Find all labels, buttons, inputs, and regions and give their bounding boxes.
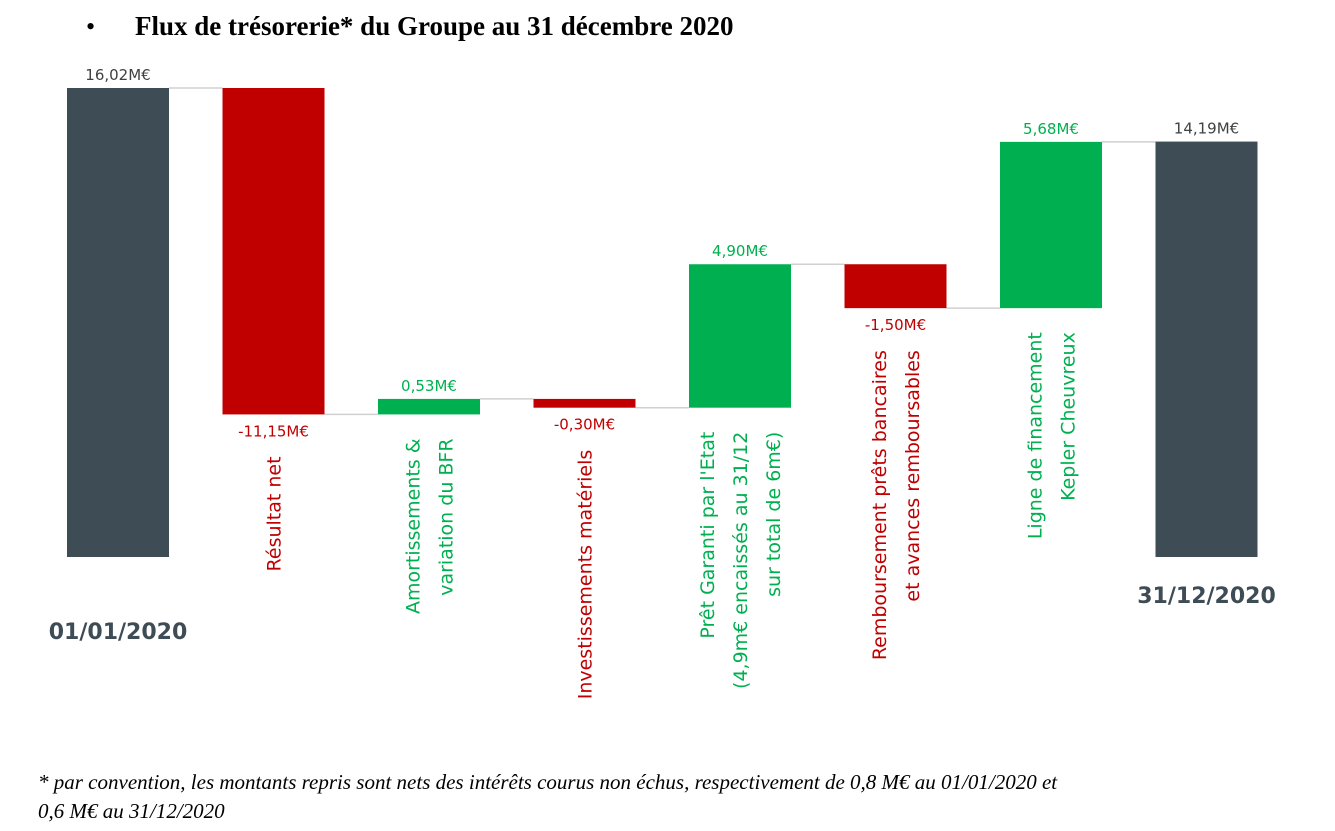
category-label: Résultat net (264, 456, 286, 571)
value-label: -1,50M€ (865, 316, 926, 334)
category-label: sur total de 6m€) (763, 432, 785, 597)
category-label: (4,9m€ encaissés au 31/12 (730, 432, 752, 689)
bar (844, 264, 947, 309)
bar (222, 88, 325, 415)
chart-title: Flux de trésorerie* du Groupe au 31 déce… (135, 11, 733, 41)
value-label: 5,68M€ (1023, 120, 1079, 138)
category-label: 31/12/2020 (1137, 584, 1276, 609)
footnote: * par convention, les montants repris so… (38, 770, 1058, 794)
category-label: Ligne de financement (1025, 332, 1047, 539)
value-label: -11,15M€ (238, 422, 309, 440)
value-label: 0,53M€ (401, 377, 457, 395)
category-label: 01/01/2020 (49, 620, 188, 645)
value-label: 14,19M€ (1174, 120, 1239, 138)
category-label: Prêt Garanti par l'Etat (697, 432, 719, 639)
category-label: Investissements matériels (575, 450, 597, 700)
category-label: Amortissements & (403, 438, 425, 614)
category-label: et avances remboursables (902, 350, 924, 601)
bar (1155, 141, 1258, 558)
bullet: • (86, 12, 95, 41)
bar (378, 398, 480, 415)
category-label: Kepler Cheuvreux (1058, 332, 1080, 501)
bar (533, 398, 636, 408)
value-label: 4,90M€ (712, 242, 768, 260)
category-label: variation du BFR (436, 438, 458, 595)
value-label: 16,02M€ (85, 66, 150, 84)
category-label: Remboursement prêts bancaires (869, 350, 891, 660)
bar (67, 88, 169, 557)
value-label: -0,30M€ (554, 416, 615, 434)
footnote: 0,6 M€ au 31/12/2020 (38, 799, 225, 823)
bar (1000, 141, 1102, 309)
bar (689, 264, 791, 408)
